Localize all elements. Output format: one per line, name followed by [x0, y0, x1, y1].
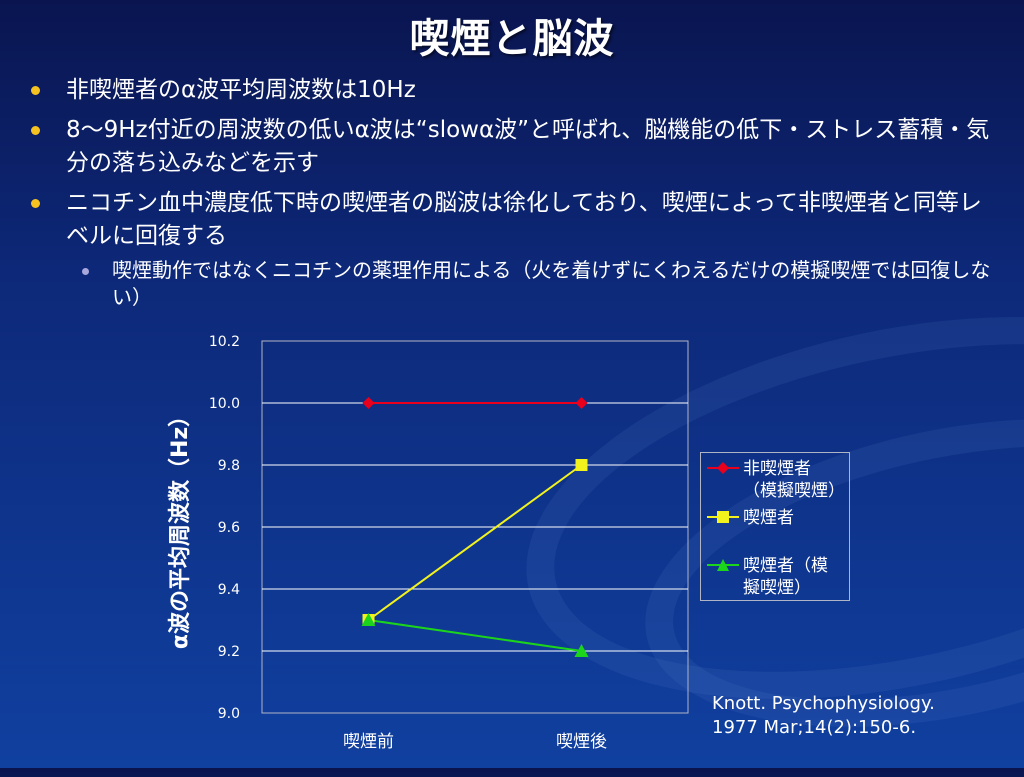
chart-legend: 非喫煙者 （模擬喫煙） 喫煙者 喫煙者（模 擬喫煙） — [700, 452, 850, 601]
bullet-item: 8～9Hz付近の周波数の低いα波は“slowα波”と呼ばれ、脳機能の低下・ストレ… — [28, 114, 1003, 180]
data-point-diamond — [362, 397, 375, 409]
legend-label-line: 擬喫煙） — [743, 578, 811, 598]
legend-marker-triangle-icon — [707, 559, 739, 571]
y-tick-label: 9.0 — [218, 706, 240, 722]
bullet-text: 非喫煙者のα波平均周波数は10Hz — [66, 77, 416, 103]
y-tick-label: 9.2 — [218, 644, 240, 660]
legend-label-line: 喫煙者 — [743, 508, 794, 528]
series-line — [367, 464, 583, 621]
bullet-text: 8～9Hz付近の周波数の低いα波は“slowα波”と呼ばれ、脳機能の低下・ストレ… — [66, 117, 990, 176]
legend-label-line: （模擬喫煙） — [743, 481, 845, 501]
bullet-dot-icon — [31, 86, 40, 95]
bullet-item: ニコチン血中濃度低下時の喫煙者の脳波は徐化しており、喫煙によって非喫煙者と同等レ… — [28, 187, 1003, 253]
y-tick-label: 9.8 — [218, 458, 240, 474]
legend-label: 喫煙者（模 擬喫煙） — [743, 555, 851, 599]
data-point-triangle — [361, 613, 376, 626]
sub-bullet-dot-icon — [82, 268, 89, 275]
bullet-text: ニコチン血中濃度低下時の喫煙者の脳波は徐化しており、喫煙によって非喫煙者と同等レ… — [66, 190, 982, 249]
citation: Knott. Psychophysiology. 1977 Mar;14(2):… — [712, 692, 935, 740]
data-point-diamond — [575, 397, 588, 409]
bullet-list: 非喫煙者のα波平均周波数は10Hz 8～9Hz付近の周波数の低いα波は“slow… — [28, 74, 1003, 311]
legend-label: 非喫煙者 （模擬喫煙） — [743, 458, 851, 502]
y-tick-label: 10.2 — [209, 334, 240, 350]
y-tick-label: 9.6 — [218, 520, 240, 536]
y-tick-label: 9.4 — [218, 582, 240, 598]
citation-line: Knott. Psychophysiology. — [712, 693, 935, 714]
y-axis-label: α波の平均周波数（Hz） — [167, 405, 193, 649]
legend-label: 喫煙者 — [743, 507, 851, 529]
sub-bullet-item: 喫煙動作ではなくニコチンの薬理作用による（火を着けずにくわえるだけの模擬喫煙では… — [28, 257, 1003, 311]
bullet-dot-icon — [31, 199, 40, 208]
slide-title: 喫煙と脳波 — [409, 16, 615, 62]
data-point-square — [575, 459, 588, 471]
legend-marker-diamond-icon — [707, 462, 739, 474]
sub-bullet-text: 喫煙動作ではなくニコチンの薬理作用による（火を着けずにくわえるだけの模擬喫煙では… — [112, 258, 991, 309]
bullet-item: 非喫煙者のα波平均周波数は10Hz — [28, 74, 1003, 107]
bullet-dot-icon — [31, 126, 40, 135]
legend-marker-square-icon — [707, 511, 739, 523]
x-tick-label: 喫煙前 — [343, 732, 394, 752]
y-tick-label: 10.0 — [209, 396, 240, 412]
legend-label-line: 非喫煙者 — [743, 459, 811, 479]
citation-line: 1977 Mar;14(2):150-6. — [712, 717, 917, 738]
data-point-triangle — [574, 644, 589, 657]
legend-label-line: 喫煙者（模 — [743, 556, 828, 576]
x-tick-label: 喫煙後 — [556, 732, 607, 752]
series-line — [368, 619, 582, 652]
